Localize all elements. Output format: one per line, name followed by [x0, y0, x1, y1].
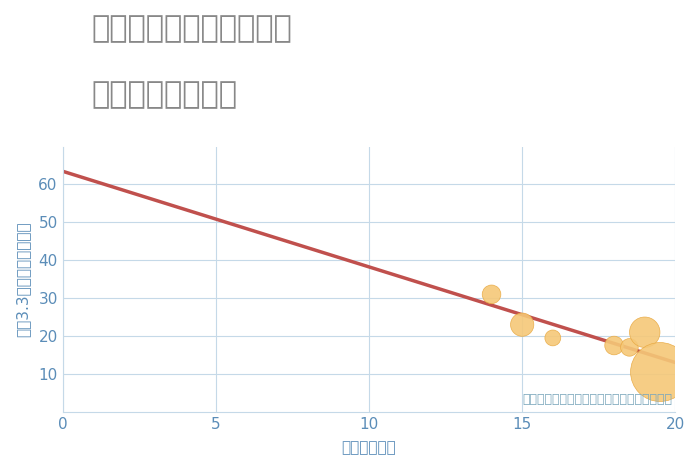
Text: 円の大きさは、取引のあった物件面積を示す: 円の大きさは、取引のあった物件面積を示す [522, 393, 672, 406]
X-axis label: 駅距離（分）: 駅距離（分） [342, 440, 396, 455]
Point [654, 368, 666, 376]
Point [517, 321, 528, 329]
Point [624, 344, 635, 351]
Point [547, 334, 559, 342]
Point [608, 342, 620, 349]
Point [639, 329, 650, 336]
Y-axis label: 坪（3.3㎡）単価（万円）: 坪（3.3㎡）単価（万円） [15, 221, 30, 337]
Point [486, 290, 497, 298]
Text: 兵庫県西宮市宝生ヶ丘の: 兵庫県西宮市宝生ヶ丘の [91, 14, 292, 43]
Text: 駅距離別土地価格: 駅距離別土地価格 [91, 80, 237, 109]
